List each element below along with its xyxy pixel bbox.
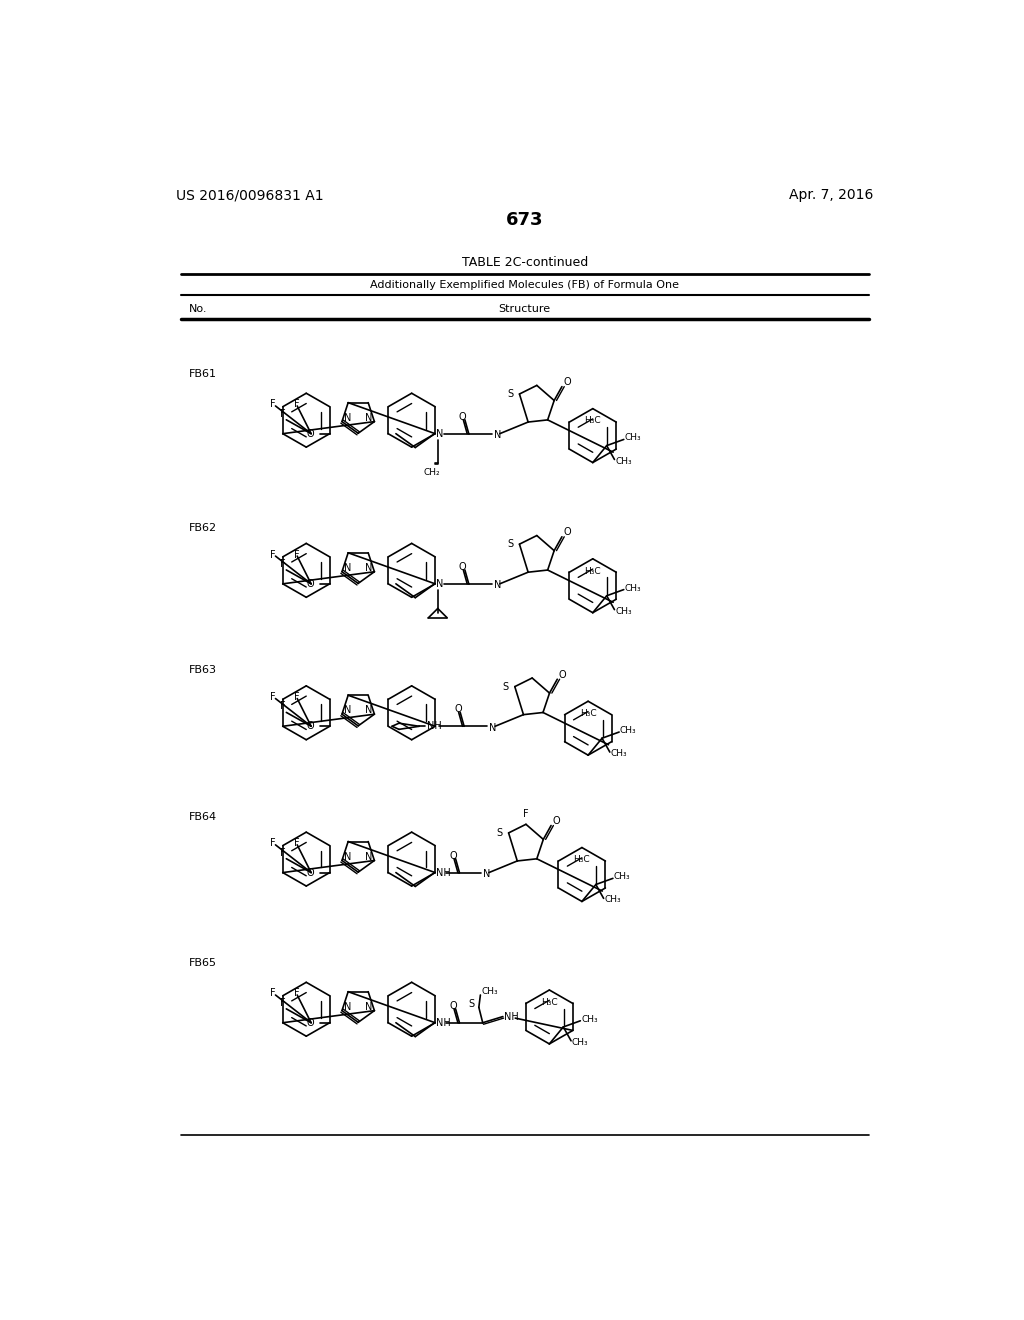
Text: N: N	[344, 1002, 351, 1012]
Text: S: S	[468, 999, 474, 1010]
Text: F: F	[281, 847, 286, 858]
Text: NH: NH	[436, 867, 451, 878]
Text: CH₃: CH₃	[615, 457, 632, 466]
Text: F: F	[269, 549, 275, 560]
Text: N: N	[494, 430, 501, 440]
Text: O: O	[454, 705, 462, 714]
Text: N: N	[365, 851, 372, 862]
Text: O: O	[459, 412, 466, 421]
Text: CH₃: CH₃	[610, 750, 628, 758]
Text: O: O	[459, 562, 466, 572]
Text: F: F	[269, 838, 275, 849]
Text: H₃C: H₃C	[573, 855, 590, 865]
Text: S: S	[507, 389, 513, 399]
Text: CH₃: CH₃	[604, 895, 621, 904]
Text: S: S	[503, 681, 509, 692]
Text: N: N	[365, 705, 372, 715]
Text: N: N	[365, 1002, 372, 1012]
Text: N: N	[436, 579, 443, 589]
Text: F: F	[294, 549, 300, 560]
Text: O: O	[450, 850, 457, 861]
Text: O: O	[306, 579, 314, 589]
Text: No.: No.	[188, 305, 207, 314]
Text: H₃C: H₃C	[585, 417, 601, 425]
Text: CH₃: CH₃	[481, 987, 498, 997]
Text: N: N	[494, 581, 501, 590]
Text: CH₃: CH₃	[615, 607, 632, 615]
Text: F: F	[281, 558, 286, 569]
Text: N: N	[436, 429, 443, 438]
Text: H₃C: H₃C	[585, 566, 601, 576]
Text: O: O	[306, 429, 314, 438]
Text: F: F	[269, 400, 275, 409]
Text: FB63: FB63	[188, 665, 216, 676]
Text: Additionally Exemplified Molecules (FB) of Formula One: Additionally Exemplified Molecules (FB) …	[371, 280, 679, 290]
Text: CH₃: CH₃	[613, 873, 631, 882]
Text: F: F	[523, 809, 528, 818]
Text: F: F	[294, 838, 300, 849]
Text: F: F	[281, 701, 286, 711]
Text: FB62: FB62	[188, 523, 216, 533]
Text: N: N	[365, 562, 372, 573]
Text: F: F	[269, 989, 275, 998]
Text: O: O	[563, 378, 571, 387]
Text: Structure: Structure	[499, 305, 551, 314]
Text: CH₂: CH₂	[423, 467, 440, 477]
Text: NH: NH	[436, 1018, 451, 1028]
Text: N: N	[344, 413, 351, 422]
Text: N: N	[482, 869, 490, 879]
Text: F: F	[281, 998, 286, 1007]
Text: O: O	[306, 721, 314, 731]
Text: Apr. 7, 2016: Apr. 7, 2016	[790, 189, 873, 202]
Text: N: N	[488, 723, 497, 733]
Text: F: F	[294, 692, 300, 702]
Text: FB64: FB64	[188, 812, 216, 822]
Text: F: F	[294, 989, 300, 998]
Text: CH₃: CH₃	[571, 1038, 589, 1047]
Text: N: N	[365, 413, 372, 422]
Text: H₃C: H₃C	[541, 998, 558, 1007]
Text: O: O	[559, 669, 566, 680]
Text: F: F	[294, 400, 300, 409]
Text: TABLE 2C-continued: TABLE 2C-continued	[462, 256, 588, 269]
Text: CH₃: CH₃	[625, 433, 641, 442]
Text: O: O	[306, 867, 314, 878]
Text: CH₃: CH₃	[582, 1015, 598, 1024]
Text: N: N	[344, 705, 351, 715]
Text: S: S	[507, 539, 513, 549]
Text: N: N	[344, 562, 351, 573]
Text: O: O	[553, 816, 560, 826]
Text: CH₃: CH₃	[620, 726, 637, 735]
Text: O: O	[450, 1001, 457, 1011]
Text: FB65: FB65	[188, 958, 216, 968]
Text: CH₃: CH₃	[625, 583, 641, 593]
Text: S: S	[497, 828, 503, 838]
Text: N: N	[344, 851, 351, 862]
Text: NH: NH	[505, 1011, 519, 1022]
Text: US 2016/0096831 A1: US 2016/0096831 A1	[176, 189, 324, 202]
Text: FB61: FB61	[188, 370, 216, 379]
Text: O: O	[563, 527, 571, 537]
Text: O: O	[306, 1018, 314, 1028]
Text: 673: 673	[506, 211, 544, 228]
Text: F: F	[281, 409, 286, 418]
Text: H₃C: H₃C	[580, 709, 596, 718]
Text: NH: NH	[427, 721, 441, 731]
Text: F: F	[269, 692, 275, 702]
